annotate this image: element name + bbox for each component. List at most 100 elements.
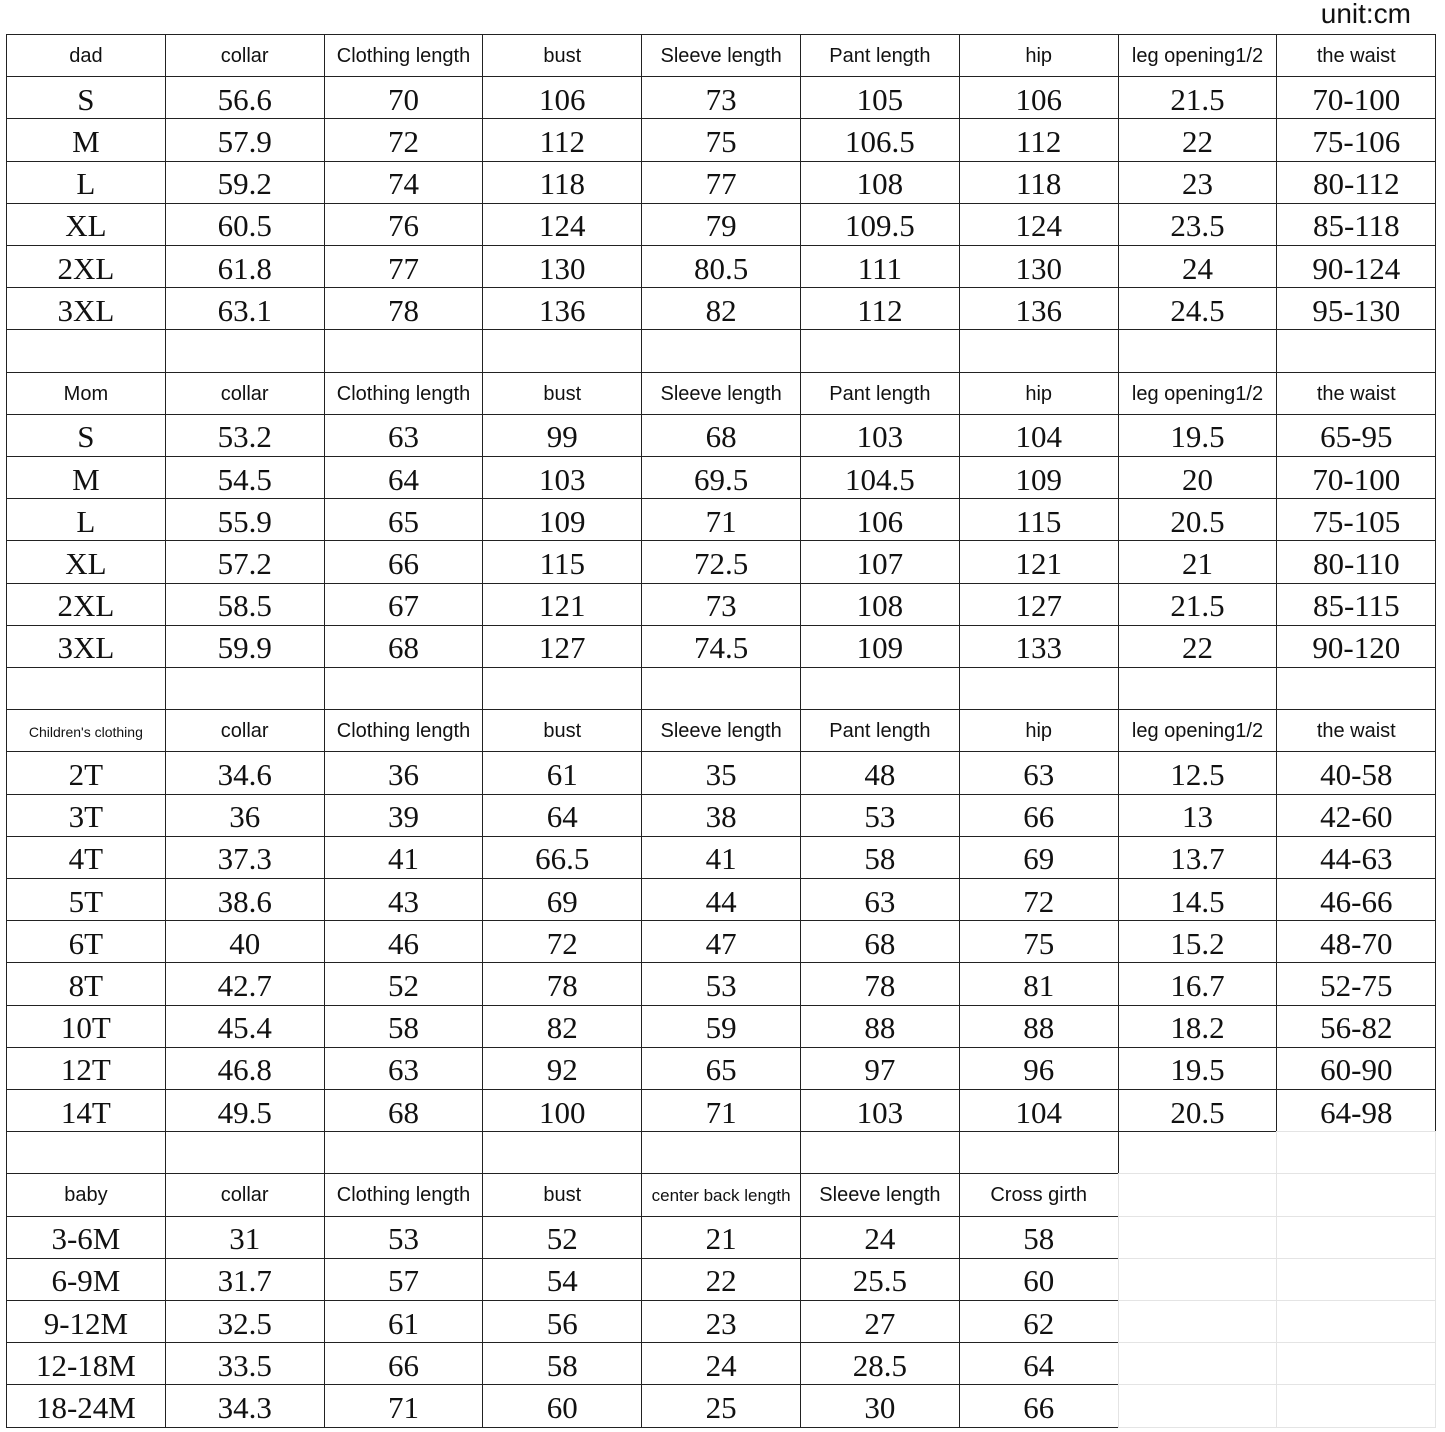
table-cell: 19.5: [1117, 1046, 1278, 1090]
table-cell: 60: [482, 1384, 643, 1428]
table-cell: 78: [482, 962, 643, 1006]
table-cell: 82: [482, 1004, 643, 1048]
table-cell: 20.5: [1117, 1089, 1278, 1133]
table-cell: 41: [323, 835, 484, 879]
blank-cell: [482, 1131, 643, 1175]
table-cell: 75: [958, 920, 1119, 964]
table-cell: 99: [482, 413, 643, 457]
table-cell: 56: [482, 1300, 643, 1344]
size-label: 3XL: [6, 624, 166, 668]
column-header: collar: [164, 34, 325, 78]
table-cell: 46.8: [164, 1046, 325, 1090]
table-cell: 95-130: [1276, 287, 1437, 331]
table-cell: 55.9: [164, 498, 325, 542]
table-cell: 31.7: [164, 1257, 325, 1301]
empty-cell: [1117, 1300, 1278, 1344]
table-cell: 53: [323, 1215, 484, 1259]
table-cell: 23: [641, 1300, 801, 1344]
table-cell: 106.5: [800, 118, 960, 162]
blank-cell: [6, 667, 166, 711]
blank-cell: [164, 667, 325, 711]
table-cell: 64: [958, 1342, 1119, 1386]
column-header: leg opening1/2: [1117, 371, 1278, 415]
column-header: Pant length: [800, 371, 960, 415]
table-cell: 71: [323, 1384, 484, 1428]
table-cell: 80-110: [1276, 540, 1437, 584]
table-cell: 71: [641, 1089, 801, 1133]
table-cell: 37.3: [164, 835, 325, 879]
size-label: 3T: [6, 793, 166, 837]
table-cell: 34.3: [164, 1384, 325, 1428]
size-label: 12-18M: [6, 1342, 166, 1386]
blank-cell: [958, 329, 1119, 373]
table-cell: 24: [800, 1215, 960, 1259]
table-cell: 74: [323, 160, 484, 204]
table-cell: 52-75: [1276, 962, 1437, 1006]
table-cell: 49.5: [164, 1089, 325, 1133]
table-cell: 61.8: [164, 245, 325, 289]
column-header: bust: [482, 1173, 643, 1217]
table-cell: 112: [482, 118, 643, 162]
table-cell: 106: [958, 76, 1119, 120]
size-label: L: [6, 160, 166, 204]
column-header: bust: [482, 34, 643, 78]
column-header: hip: [958, 371, 1119, 415]
table-cell: 73: [641, 582, 801, 626]
table-cell: 53: [641, 962, 801, 1006]
table-cell: 70-100: [1276, 76, 1437, 120]
table-cell: 19.5: [1117, 413, 1278, 457]
table-cell: 66: [323, 540, 484, 584]
table-cell: 21: [641, 1215, 801, 1259]
column-header: collar: [164, 1173, 325, 1217]
table-cell: 109: [482, 498, 643, 542]
blank-cell: [958, 1131, 1119, 1175]
table-cell: 124: [958, 202, 1119, 246]
blank-cell: [1276, 1131, 1437, 1175]
table-cell: 127: [958, 582, 1119, 626]
table-cell: 69: [482, 878, 643, 922]
table-cell: 88: [958, 1004, 1119, 1048]
table-cell: 103: [800, 1089, 960, 1133]
table-cell: 80-112: [1276, 160, 1437, 204]
blank-cell: [323, 329, 484, 373]
table-cell: 68: [323, 1089, 484, 1133]
column-header: bust: [482, 709, 643, 753]
table-cell: 78: [323, 287, 484, 331]
table-cell: 42-60: [1276, 793, 1437, 837]
table-cell: 56.6: [164, 76, 325, 120]
table-cell: 64-98: [1276, 1089, 1437, 1133]
column-header: leg opening1/2: [1117, 709, 1278, 753]
column-header: bust: [482, 371, 643, 415]
table-cell: 58: [958, 1215, 1119, 1259]
table-cell: 23: [1117, 160, 1278, 204]
table-cell: 67: [323, 582, 484, 626]
column-header: Mom: [6, 371, 166, 415]
table-cell: 64: [482, 793, 643, 837]
table-cell: 70-100: [1276, 456, 1437, 500]
table-cell: 57.2: [164, 540, 325, 584]
blank-cell: [641, 329, 801, 373]
column-header: Clothing length: [323, 371, 484, 415]
blank-cell: [482, 667, 643, 711]
table-cell: 54.5: [164, 456, 325, 500]
column-header: hip: [958, 34, 1119, 78]
table-cell: 60.5: [164, 202, 325, 246]
column-header: Clothing length: [323, 1173, 484, 1217]
table-cell: 16.7: [1117, 962, 1278, 1006]
table-cell: 82: [641, 287, 801, 331]
table-cell: 18.2: [1117, 1004, 1278, 1048]
table-cell: 112: [800, 287, 960, 331]
table-cell: 24: [1117, 245, 1278, 289]
blank-cell: [958, 667, 1119, 711]
column-header: collar: [164, 709, 325, 753]
table-cell: 52: [482, 1215, 643, 1259]
table-cell: 66: [323, 1342, 484, 1386]
table-cell: 27: [800, 1300, 960, 1344]
table-cell: 57.9: [164, 118, 325, 162]
size-label: 9-12M: [6, 1300, 166, 1344]
blank-cell: [482, 329, 643, 373]
table-cell: 136: [482, 287, 643, 331]
table-cell: 34.6: [164, 751, 325, 795]
unit-label: unit:cm: [1320, 0, 1411, 29]
table-cell: 41: [641, 835, 801, 879]
